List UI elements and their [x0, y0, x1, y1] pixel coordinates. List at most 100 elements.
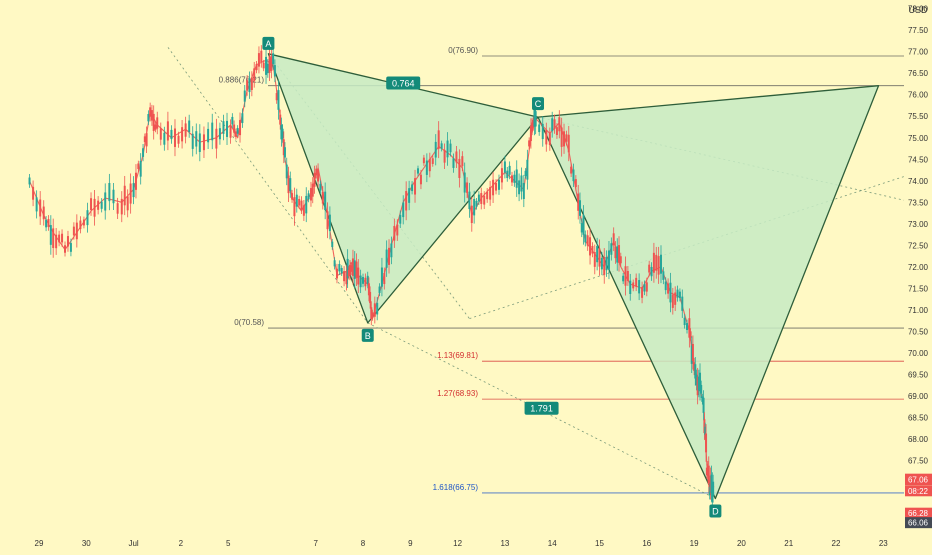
- candle-body: [533, 109, 536, 127]
- candle-body: [75, 222, 78, 240]
- candle-body: [246, 80, 249, 91]
- candle-body: [90, 198, 93, 210]
- candle-body: [683, 317, 686, 326]
- price-tag-label: 66.06: [908, 519, 929, 528]
- price-tick-label: 68.00: [908, 435, 929, 444]
- candle-body: [126, 196, 129, 211]
- candle-body: [181, 127, 184, 142]
- candle-body: [202, 134, 205, 151]
- candle-body: [338, 264, 341, 272]
- candle-body: [508, 165, 511, 175]
- candle-body: [231, 116, 234, 125]
- ratio-label-ac: 0.764: [392, 78, 415, 88]
- candle-body: [443, 149, 446, 163]
- candle-body: [45, 219, 48, 228]
- candle-body: [371, 312, 374, 318]
- candle-body: [526, 159, 529, 180]
- time-tick-label: 12: [453, 539, 462, 548]
- pattern-triangle-cde: [537, 85, 880, 500]
- currency-label: USD: [908, 5, 928, 15]
- candle-body: [120, 198, 123, 215]
- price-tick-label: 74.50: [908, 155, 929, 164]
- price-axis[interactable]: USD 67.50 68.00 68.50 69.00 69.50 70.00 70.50 7…: [908, 5, 929, 466]
- candle-body: [270, 56, 273, 71]
- time-tick-label: Jul: [128, 539, 138, 548]
- candle-body: [411, 184, 414, 192]
- pattern-labels: A B C D 0.764 1.791: [262, 36, 722, 518]
- candle-body: [580, 223, 583, 233]
- candle-body: [355, 261, 358, 278]
- candle-body: [380, 267, 383, 287]
- time-tick-label: 20: [737, 539, 746, 548]
- candle-body: [703, 419, 706, 434]
- candle-body: [582, 215, 585, 235]
- candle-body: [362, 277, 365, 284]
- candle-body: [150, 110, 153, 121]
- candle-body: [614, 246, 617, 259]
- time-tick-label: 8: [361, 539, 366, 548]
- candle-body: [282, 139, 285, 156]
- candle-body: [64, 245, 67, 253]
- candle-body: [624, 266, 627, 286]
- candle-body: [694, 364, 697, 379]
- price-tag-label: 08:22: [908, 487, 929, 496]
- candle-body: [589, 237, 592, 256]
- candle-body: [170, 129, 173, 140]
- candle-body: [468, 191, 471, 210]
- candle-body: [333, 260, 336, 267]
- candle-body: [184, 123, 187, 137]
- candle-body: [681, 296, 684, 311]
- candle-body: [177, 135, 180, 144]
- fib-level-label: 0(70.58): [234, 318, 264, 327]
- candle-body: [473, 198, 476, 216]
- time-tick-label: 13: [500, 539, 509, 548]
- candle-body: [32, 186, 35, 200]
- candle-body: [28, 177, 31, 185]
- candle-body: [207, 128, 210, 143]
- candle-body: [475, 200, 478, 207]
- candle-body: [287, 175, 290, 194]
- candle-body: [416, 168, 419, 174]
- candle-body: [123, 185, 126, 206]
- price-tick-label: 71.00: [908, 306, 929, 315]
- candle-body: [705, 433, 708, 453]
- fib-level-label: 0(76.90): [448, 46, 478, 55]
- candle-body: [147, 114, 150, 122]
- candle-body: [532, 120, 535, 128]
- time-tick-label: 29: [35, 539, 44, 548]
- candle-body: [503, 161, 506, 173]
- candle-body: [350, 265, 353, 272]
- candle-body: [470, 205, 473, 224]
- candle-body: [695, 374, 698, 386]
- candle-body: [293, 197, 296, 217]
- candle-body: [266, 63, 269, 74]
- candle-body: [701, 396, 704, 402]
- candle-body: [500, 168, 503, 183]
- candle-body: [492, 179, 495, 196]
- candle-body: [458, 158, 461, 178]
- time-tick-label: 7: [313, 539, 318, 548]
- candle-body: [280, 124, 283, 140]
- price-tag-label: 67.06: [908, 476, 929, 485]
- candle-body: [414, 178, 417, 195]
- candle-body: [149, 107, 152, 117]
- candle-body: [39, 199, 42, 217]
- candle-body: [243, 90, 246, 102]
- candle-body: [600, 257, 603, 270]
- candle-body: [574, 179, 577, 188]
- candle-body: [405, 191, 408, 211]
- candle-body: [289, 178, 292, 192]
- candle-body: [281, 128, 284, 139]
- candle-body: [577, 193, 580, 211]
- price-tick-label: 68.50: [908, 414, 929, 423]
- price-tag-label: 66.28: [908, 509, 929, 518]
- candle-body: [693, 362, 696, 371]
- time-axis[interactable]: 29 30 Jul 2 5 7 8 9 12 13 14 15 16 19 20 21 22 23: [35, 539, 889, 548]
- candle-body: [298, 199, 301, 206]
- candle-body: [518, 180, 521, 195]
- candle-body: [598, 248, 601, 267]
- candle-body: [607, 250, 610, 270]
